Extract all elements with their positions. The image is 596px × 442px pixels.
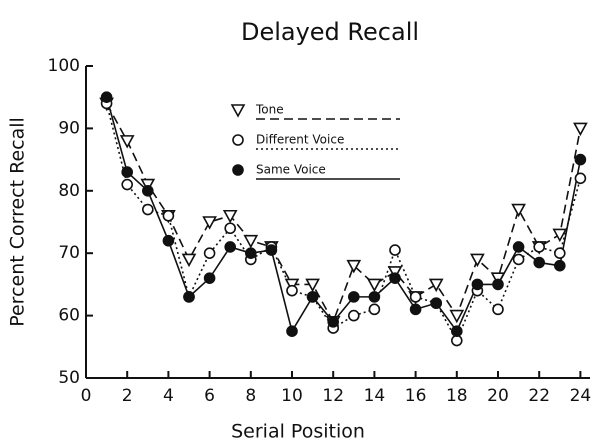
marker bbox=[367, 278, 382, 293]
marker bbox=[224, 222, 236, 235]
marker bbox=[511, 203, 526, 218]
marker bbox=[553, 247, 566, 259]
marker bbox=[492, 303, 504, 316]
y-tick-label: 80 bbox=[58, 181, 80, 201]
marker bbox=[368, 291, 381, 303]
marker bbox=[121, 178, 133, 191]
marker bbox=[286, 284, 298, 297]
x-tick-label: 4 bbox=[163, 386, 174, 406]
marker bbox=[306, 291, 319, 303]
marker bbox=[471, 278, 484, 291]
marker bbox=[552, 228, 568, 243]
legend-marker bbox=[232, 164, 244, 176]
x-tick-label: 14 bbox=[364, 386, 386, 406]
x-tick-label: 0 bbox=[81, 386, 92, 406]
marker bbox=[100, 91, 113, 103]
marker bbox=[203, 272, 216, 284]
x-tick-label: 22 bbox=[528, 386, 550, 406]
marker bbox=[243, 234, 259, 249]
series-line bbox=[105, 103, 582, 324]
marker bbox=[533, 241, 546, 253]
marker bbox=[286, 325, 298, 338]
legend-label: Tone bbox=[255, 103, 284, 117]
marker bbox=[203, 247, 216, 259]
marker bbox=[222, 209, 238, 224]
y-tick-label: 50 bbox=[58, 368, 80, 388]
marker bbox=[245, 247, 257, 259]
marker bbox=[553, 259, 566, 272]
marker bbox=[202, 216, 217, 230]
x-tick-label: 6 bbox=[204, 386, 215, 406]
marker bbox=[183, 291, 195, 303]
y-tick-label: 90 bbox=[58, 118, 80, 138]
legend-marker bbox=[230, 104, 246, 118]
marker bbox=[305, 278, 320, 293]
marker bbox=[347, 309, 360, 322]
marker bbox=[573, 122, 588, 137]
marker bbox=[430, 297, 443, 309]
marker bbox=[224, 241, 236, 253]
marker bbox=[450, 325, 463, 338]
marker bbox=[428, 278, 444, 293]
y-tick-label: 60 bbox=[58, 306, 80, 326]
marker bbox=[574, 153, 587, 166]
marker bbox=[470, 253, 485, 268]
marker bbox=[409, 303, 422, 316]
y-tick-label: 70 bbox=[58, 243, 80, 263]
x-tick-label: 8 bbox=[245, 386, 256, 406]
marker bbox=[533, 256, 546, 269]
x-tick-label: 16 bbox=[405, 386, 427, 406]
legend-label: Same Voice bbox=[256, 163, 326, 177]
marker bbox=[449, 309, 465, 324]
marker bbox=[368, 303, 381, 316]
x-tick-label: 24 bbox=[570, 386, 592, 406]
legend-marker bbox=[232, 134, 244, 146]
marker bbox=[574, 172, 587, 185]
marker bbox=[346, 259, 362, 274]
marker bbox=[409, 291, 422, 303]
y-axis-label: Percent Correct Recall bbox=[7, 117, 29, 327]
series-line bbox=[105, 103, 582, 343]
marker bbox=[162, 234, 175, 247]
marker bbox=[347, 291, 360, 303]
marker bbox=[512, 241, 525, 253]
chart-title: Delayed Recall bbox=[241, 18, 419, 46]
y-tick-label: 100 bbox=[48, 56, 80, 76]
marker bbox=[512, 253, 525, 266]
x-tick-label: 20 bbox=[487, 386, 509, 406]
marker bbox=[327, 316, 340, 328]
marker bbox=[389, 272, 401, 284]
marker bbox=[121, 166, 133, 178]
marker bbox=[389, 244, 401, 256]
marker bbox=[450, 334, 463, 347]
marker bbox=[181, 253, 197, 268]
marker bbox=[265, 244, 278, 256]
marker bbox=[492, 278, 504, 291]
x-tick-label: 2 bbox=[122, 386, 133, 406]
x-tick-label: 10 bbox=[281, 386, 303, 406]
legend-label: Different Voice bbox=[256, 133, 344, 147]
marker bbox=[142, 203, 154, 216]
x-axis-label: Serial Position bbox=[231, 421, 365, 442]
marker bbox=[119, 135, 135, 149]
x-tick-label: 18 bbox=[446, 386, 468, 406]
marker bbox=[142, 185, 154, 197]
x-tick-label: 12 bbox=[322, 386, 344, 406]
marker bbox=[162, 209, 175, 222]
